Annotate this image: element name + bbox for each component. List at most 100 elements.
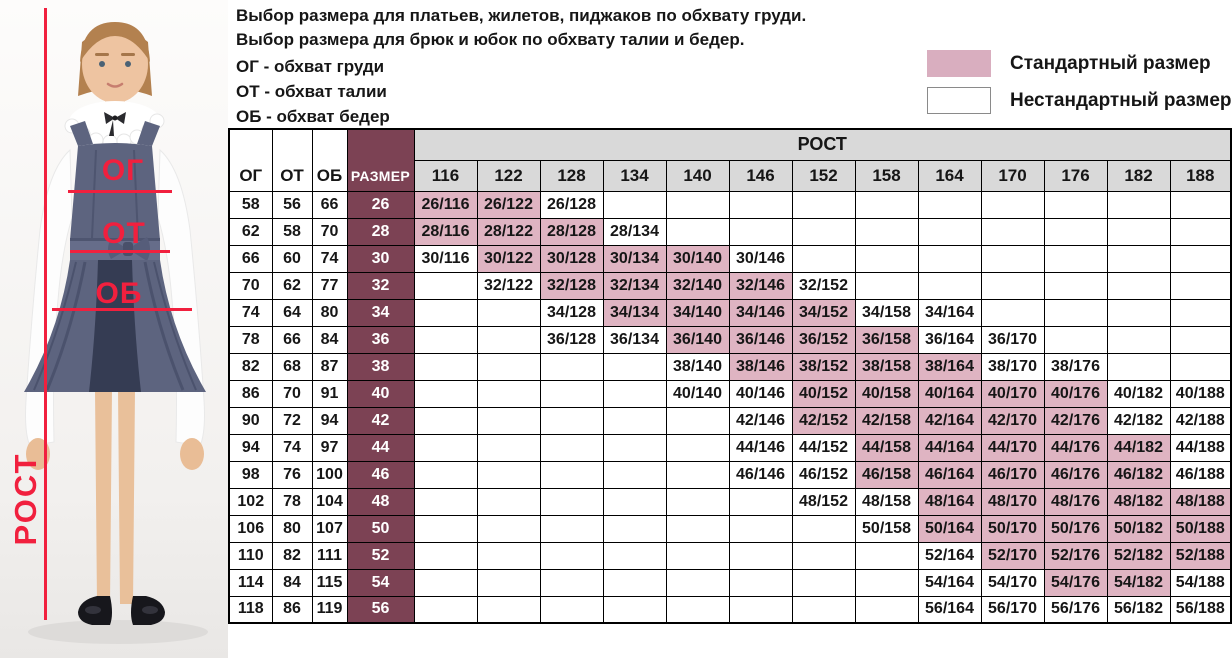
size-height-cell-48-188: 48/188 [1169, 487, 1232, 516]
empty-cell [728, 190, 793, 219]
empty-cell [476, 514, 541, 543]
height-header-146: 146 [728, 159, 793, 192]
empty-cell [917, 190, 982, 219]
size-height-cell-40-146: 40/146 [728, 379, 793, 408]
size-height-cell-42-152: 42/152 [791, 406, 856, 435]
empty-cell [602, 460, 667, 489]
size-height-cell-36-146: 36/146 [728, 325, 793, 354]
empty-cell [476, 298, 541, 327]
hips-value: 111 [311, 541, 348, 570]
size-height-cell-42-182: 42/182 [1106, 406, 1171, 435]
empty-cell [476, 433, 541, 462]
size-height-cell-54-164: 54/164 [917, 568, 982, 597]
empty-cell [602, 379, 667, 408]
size-height-cell-50-158: 50/158 [854, 514, 919, 543]
empty-cell [665, 595, 730, 624]
size-height-cell-28-116: 28/116 [413, 217, 478, 246]
size-height-cell-34-158: 34/158 [854, 298, 919, 327]
hips-value: 66 [311, 190, 348, 219]
empty-cell [980, 298, 1045, 327]
size-height-cell-40-170: 40/170 [980, 379, 1045, 408]
size-height-cell-38-146: 38/146 [728, 352, 793, 381]
empty-cell [1169, 244, 1232, 273]
size-height-cell-48-152: 48/152 [791, 487, 856, 516]
empty-cell [539, 460, 604, 489]
size-value: 48 [346, 487, 415, 516]
chest-value: 94 [228, 433, 273, 462]
empty-cell [728, 514, 793, 543]
size-column-header: РАЗМЕР [346, 128, 415, 192]
empty-cell [476, 595, 541, 624]
chest-value: 106 [228, 514, 273, 543]
empty-cell [476, 568, 541, 597]
size-row-44: 94 74 97 44 44/146 44/152 44/158 44/164 44/170 44… [228, 433, 1232, 462]
empty-cell [539, 541, 604, 570]
waist-value: 68 [271, 352, 313, 381]
size-height-cell-46-152: 46/152 [791, 460, 856, 489]
size-height-cell-46-182: 46/182 [1106, 460, 1171, 489]
size-height-cell-40-140: 40/140 [665, 379, 730, 408]
size-height-cell-34-140: 34/140 [665, 298, 730, 327]
girl-photo: ОГ ОТ ОБ РОСТ [0, 0, 228, 658]
height-header-170: 170 [980, 159, 1045, 192]
empty-cell [854, 244, 919, 273]
empty-cell [791, 568, 856, 597]
chest-value: 66 [228, 244, 273, 273]
empty-cell [980, 217, 1045, 246]
nonstandard-size-swatch [927, 87, 991, 114]
hips-value: 107 [311, 514, 348, 543]
size-height-cell-36-164: 36/164 [917, 325, 982, 354]
empty-cell [476, 325, 541, 354]
size-height-cell-54-176: 54/176 [1043, 568, 1108, 597]
size-value: 26 [346, 190, 415, 219]
chest-value: 86 [228, 379, 273, 408]
empty-cell [665, 190, 730, 219]
empty-cell [1043, 244, 1108, 273]
hips-measure-label: ОБ [95, 277, 143, 310]
size-height-cell-40-152: 40/152 [791, 379, 856, 408]
size-height-cell-32-146: 32/146 [728, 271, 793, 300]
page-title: Выбор размера для платьев, жилетов, пидж… [236, 4, 806, 52]
empty-cell [413, 325, 478, 354]
chest-value: 70 [228, 271, 273, 300]
empty-cell [854, 568, 919, 597]
height-header-128: 128 [539, 159, 604, 192]
chest-value: 114 [228, 568, 273, 597]
hips-column-header: ОБ [311, 128, 348, 192]
size-height-cell-42-158: 42/158 [854, 406, 919, 435]
empty-cell [1169, 352, 1232, 381]
empty-cell [665, 433, 730, 462]
size-height-cell-52-164: 52/164 [917, 541, 982, 570]
size-height-cell-42-146: 42/146 [728, 406, 793, 435]
hips-value: 97 [311, 433, 348, 462]
hips-value: 91 [311, 379, 348, 408]
size-height-cell-30-122: 30/122 [476, 244, 541, 273]
size-height-cell-48-158: 48/158 [854, 487, 919, 516]
waist-measure-label: ОТ [102, 217, 146, 250]
size-row-54: 114 84 115 54 54/164 54/170 54/176 54/182 54/188 [228, 568, 1232, 597]
empty-cell [1106, 298, 1171, 327]
empty-cell [728, 541, 793, 570]
empty-cell [665, 514, 730, 543]
empty-cell [476, 379, 541, 408]
hips-value: 80 [311, 298, 348, 327]
empty-cell [413, 379, 478, 408]
empty-cell [980, 190, 1045, 219]
size-height-cell-50-182: 50/182 [1106, 514, 1171, 543]
waist-value: 58 [271, 217, 313, 246]
abbreviation-list: ОГ - обхват груди ОТ - обхват талии ОБ -… [236, 54, 390, 129]
size-row-50: 106 80 107 50 50/158 50/164 50/170 50/176 50/182… [228, 514, 1232, 543]
standard-size-swatch [927, 50, 991, 77]
empty-cell [413, 568, 478, 597]
empty-cell [665, 217, 730, 246]
size-height-cell-54-188: 54/188 [1169, 568, 1232, 597]
size-height-cell-32-128: 32/128 [539, 271, 604, 300]
size-height-cell-30-128: 30/128 [539, 244, 604, 273]
waist-value: 62 [271, 271, 313, 300]
size-height-cell-32-122: 32/122 [476, 271, 541, 300]
size-height-cell-56-164: 56/164 [917, 595, 982, 624]
size-height-cell-38-176: 38/176 [1043, 352, 1108, 381]
empty-cell [539, 406, 604, 435]
title-line-1: Выбор размера для платьев, жилетов, пидж… [236, 6, 807, 25]
